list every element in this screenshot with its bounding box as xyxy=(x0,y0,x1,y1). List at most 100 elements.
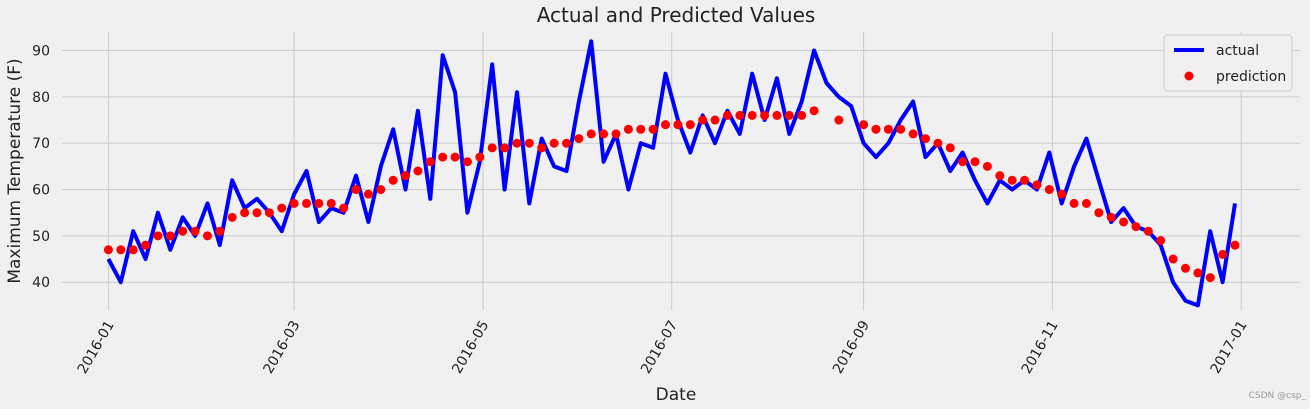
prediction-point xyxy=(784,110,794,120)
prediction-point xyxy=(859,120,869,130)
y-tick-label: 50 xyxy=(32,229,50,245)
prediction-point xyxy=(611,129,621,139)
prediction-point xyxy=(190,226,200,236)
prediction-point xyxy=(401,171,411,181)
prediction-point xyxy=(202,231,212,241)
prediction-point xyxy=(661,120,671,130)
y-tick-label: 70 xyxy=(32,136,50,152)
prediction-point xyxy=(500,143,510,153)
prediction-point xyxy=(240,208,250,218)
prediction-point xyxy=(363,189,373,199)
prediction-point xyxy=(1032,180,1042,190)
prediction-point xyxy=(623,124,633,134)
prediction-point xyxy=(1044,185,1054,195)
x-tick-label: 2016-01 xyxy=(75,318,118,377)
prediction-point xyxy=(1131,222,1141,232)
prediction-point xyxy=(1069,198,1079,208)
prediction-point xyxy=(760,110,770,120)
prediction-point xyxy=(339,203,349,213)
prediction-point xyxy=(586,129,596,139)
prediction-point xyxy=(438,152,448,162)
grid xyxy=(62,32,1300,310)
prediction-point xyxy=(1007,175,1017,185)
prediction-point xyxy=(636,124,646,134)
prediction-point xyxy=(1193,268,1203,278)
prediction-point xyxy=(1156,236,1166,245)
prediction-point xyxy=(537,143,547,153)
prediction-point xyxy=(326,198,336,208)
prediction-point xyxy=(747,110,757,120)
prediction-point xyxy=(165,231,175,241)
prediction-point xyxy=(883,124,893,134)
prediction-point xyxy=(512,138,522,148)
prediction-point xyxy=(1119,217,1129,227)
prediction-point xyxy=(264,208,274,218)
prediction-point xyxy=(450,152,460,162)
x-tick-label: 2016-03 xyxy=(260,318,303,377)
prediction-point xyxy=(561,138,571,148)
prediction-point xyxy=(896,124,906,134)
x-tick-label: 2016-07 xyxy=(638,318,681,377)
prediction-point xyxy=(834,115,844,125)
prediction-point xyxy=(227,212,237,222)
prediction-point xyxy=(698,115,708,125)
x-tick-label: 2016-09 xyxy=(830,318,873,377)
prediction-point xyxy=(673,120,683,130)
prediction-point xyxy=(599,129,609,139)
y-axis-label: Maximum Temperature (F) xyxy=(5,58,25,283)
legend-swatch xyxy=(1184,71,1194,81)
prediction-point xyxy=(141,240,151,250)
watermark: CSDN @csp_ xyxy=(1249,391,1307,401)
prediction-point xyxy=(908,129,918,139)
prediction-point xyxy=(1094,208,1104,218)
prediction-point xyxy=(1180,263,1190,273)
prediction-point xyxy=(549,138,559,148)
prediction-point xyxy=(1020,175,1030,185)
prediction-point xyxy=(1205,273,1215,283)
prediction-point xyxy=(722,110,732,120)
prediction-point xyxy=(487,143,497,153)
prediction-point xyxy=(388,175,398,185)
legend-label: actual xyxy=(1216,43,1259,59)
y-tick-label: 60 xyxy=(32,183,50,199)
prediction-point xyxy=(982,161,992,171)
prediction-point xyxy=(128,245,138,255)
chart-title: Actual and Predicted Values xyxy=(537,3,816,27)
prediction-point xyxy=(1230,240,1240,250)
y-tick-label: 90 xyxy=(32,44,50,60)
prediction-point xyxy=(103,245,113,255)
prediction-point xyxy=(970,157,980,167)
prediction-point xyxy=(809,106,819,116)
x-tick-label: 2016-05 xyxy=(449,318,492,377)
prediction-point xyxy=(524,138,534,148)
prediction-point xyxy=(413,166,423,176)
actual-line xyxy=(106,39,1237,308)
prediction-point xyxy=(1143,226,1153,236)
prediction-point xyxy=(648,124,658,134)
prediction-point xyxy=(945,143,955,153)
y-tick-label: 80 xyxy=(32,90,50,106)
prediction-point xyxy=(871,124,881,134)
prediction-point xyxy=(178,226,188,236)
prediction-point xyxy=(376,185,386,195)
prediction-point xyxy=(425,157,435,167)
prediction-point xyxy=(772,110,782,120)
prediction-point xyxy=(252,208,262,218)
prediction-point xyxy=(710,115,720,125)
prediction-point xyxy=(933,138,943,148)
prediction-point xyxy=(1106,212,1116,222)
prediction-point xyxy=(735,110,745,120)
x-tick-label: 2016-11 xyxy=(1019,318,1062,377)
legend-label: prediction xyxy=(1216,69,1286,85)
prediction-point xyxy=(1081,198,1091,208)
prediction-point xyxy=(1057,189,1067,199)
x-tick-label: 2017-01 xyxy=(1208,318,1251,377)
legend: actual prediction xyxy=(1163,34,1293,92)
prediction-point xyxy=(351,185,361,195)
prediction-point xyxy=(995,171,1005,181)
y-tick-label: 40 xyxy=(32,275,50,291)
prediction-point xyxy=(116,245,126,255)
prediction-point xyxy=(921,134,931,144)
x-axis-label: Date xyxy=(656,385,697,405)
